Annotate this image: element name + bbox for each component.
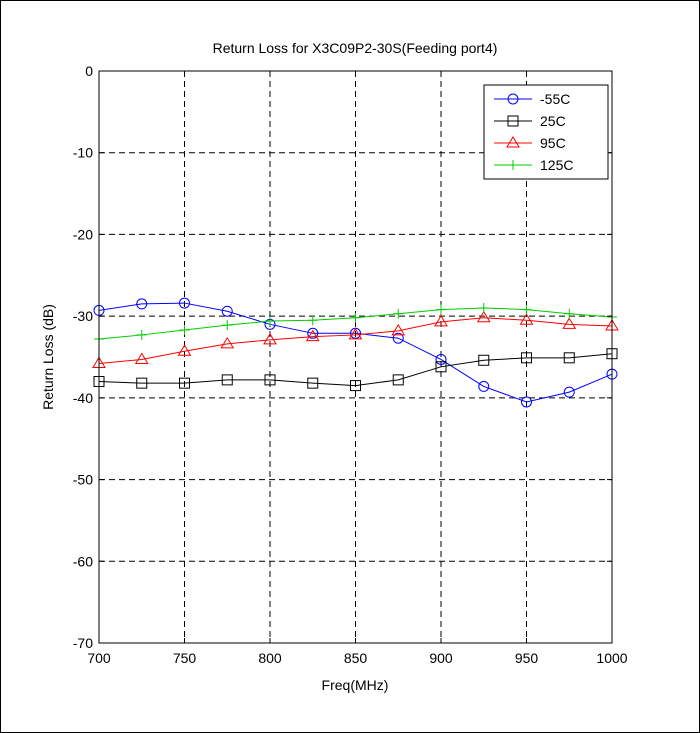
series-line: [98, 317, 613, 365]
data-point: [136, 298, 148, 310]
series--55C: [93, 297, 618, 408]
chart-title: Return Loss for X3C09P2-30S(Feeding port…: [213, 40, 498, 56]
y-tick-label: 0: [85, 63, 93, 79]
data-point: [392, 332, 404, 344]
series-line: [98, 353, 613, 387]
data-point: [350, 312, 361, 323]
data-point: [478, 354, 490, 366]
data-point: [391, 323, 406, 336]
data-point: [136, 329, 147, 340]
y-tick-label: -60: [73, 553, 93, 569]
data-point: [519, 313, 534, 325]
data-point: [478, 380, 490, 392]
axis-ticks: 700 750 800 850 900 950 1000 0 -10 -20 -30 -40 -50 -6…: [73, 63, 628, 666]
legend-marker: [507, 115, 519, 127]
data-point: [521, 304, 532, 315]
x-tick-label: 950: [515, 650, 539, 666]
data-point: [221, 305, 233, 317]
x-tick-label: 900: [429, 650, 453, 666]
y-tick-label: -10: [73, 145, 93, 161]
data-point: [350, 380, 361, 392]
data-point: [521, 396, 532, 408]
data-point: [478, 302, 489, 313]
data-point: [222, 320, 233, 331]
data-point: [179, 377, 190, 389]
legend-label: -55C: [540, 91, 570, 107]
legend-label: 95C: [540, 135, 566, 151]
data-point: [307, 327, 319, 339]
data-point: [348, 327, 363, 340]
data-point: [521, 352, 532, 364]
x-tick-label: 850: [344, 650, 368, 666]
data-point: [221, 374, 233, 386]
data-point: [435, 361, 447, 373]
y-tick-label: -30: [73, 308, 93, 324]
y-axis-title: Return Loss (dB): [40, 304, 56, 410]
y-tick-label: -40: [73, 390, 93, 406]
legend-marker: [508, 160, 518, 170]
legend-marker: [507, 93, 519, 105]
y-tick-label: -50: [73, 472, 93, 488]
data-point: [307, 315, 318, 326]
data-point: [564, 308, 575, 319]
data-point: [305, 329, 320, 342]
data-point: [136, 377, 148, 389]
data-point: [307, 377, 319, 389]
series-layer: [92, 297, 619, 408]
data-point: [563, 386, 575, 398]
data-point: [264, 374, 276, 386]
legend-box: [483, 84, 609, 180]
x-tick-label: 750: [173, 650, 197, 666]
data-point: [434, 314, 448, 327]
data-point: [263, 332, 277, 345]
data-point: [392, 374, 404, 386]
x-tick-label: 700: [87, 650, 111, 666]
data-point: [563, 352, 575, 364]
data-point: [220, 336, 235, 349]
grid-lines: [99, 71, 612, 643]
legend-marker: [506, 136, 520, 148]
data-point: [179, 297, 190, 309]
x-tick-label: 800: [258, 650, 282, 666]
legend-label: 125C: [540, 157, 573, 173]
series-125C: [94, 302, 617, 345]
data-point: [265, 316, 275, 327]
data-point: [134, 352, 149, 364]
y-tick-label: -70: [73, 635, 93, 651]
data-point: [476, 310, 491, 323]
data-point: [393, 308, 404, 319]
data-point: [436, 304, 446, 315]
data-point: [435, 353, 447, 365]
legend-label: 25C: [540, 113, 566, 129]
data-point: [177, 344, 192, 356]
data-point: [562, 317, 577, 329]
data-point: [179, 325, 190, 336]
x-axis-title: Freq(MHz): [322, 677, 389, 693]
series-line: [98, 302, 613, 403]
legend: -55C 25C 95C 125C: [483, 84, 609, 180]
x-tick-label: 1000: [596, 650, 627, 666]
y-tick-label: -20: [73, 226, 93, 242]
